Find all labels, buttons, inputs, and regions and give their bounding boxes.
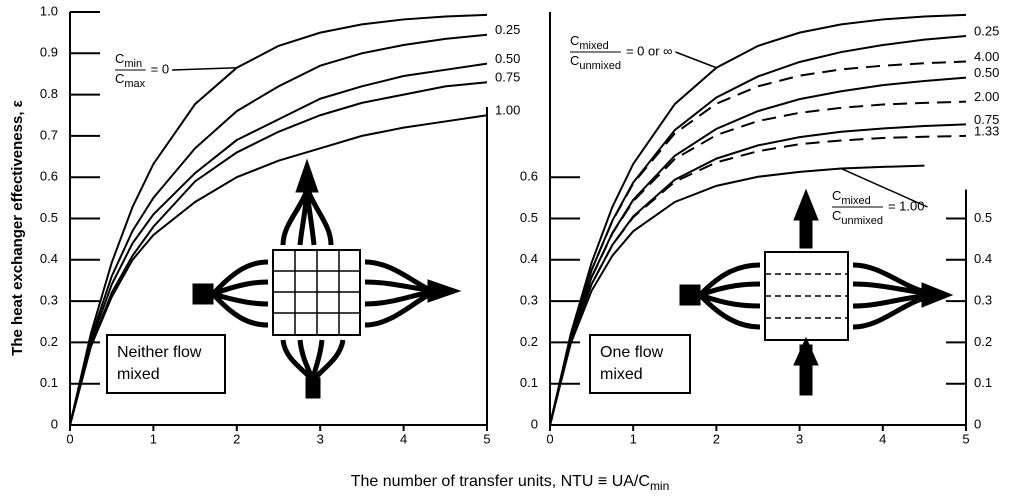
x-tick-label: 1 <box>150 431 157 446</box>
caption-box <box>589 334 691 394</box>
curve <box>549 134 967 426</box>
y-tick-label: 0.3 <box>40 293 58 308</box>
annotation-pointer <box>840 167 928 208</box>
series-label: = 0 <box>151 61 169 76</box>
y-tick-label: 0.6 <box>40 169 58 184</box>
y2-tick-label: 0 <box>974 416 981 431</box>
x-tick-label: 5 <box>483 431 490 446</box>
y-axis-label: The heat exchanger effectiveness, ε <box>9 100 26 356</box>
y2-tick-label: 0.3 <box>974 293 992 308</box>
curve <box>549 164 925 426</box>
ratio-numerator: Cmixed <box>570 33 609 51</box>
ratio-num-sub: min <box>124 58 142 70</box>
ratio-num-sub: mixed <box>579 40 608 52</box>
series-label: 0.50 <box>974 65 999 80</box>
y2-tick-label: 0.4 <box>974 251 992 266</box>
ratio-denominator: Cmax <box>115 71 146 89</box>
y-tick-label: 0.7 <box>40 127 58 142</box>
ratio-denominator: Cunmixed <box>570 53 621 71</box>
curve <box>69 62 488 426</box>
series-label: 0.75 <box>974 112 999 127</box>
y2-tick-label: 0.5 <box>974 210 992 225</box>
ratio-num-text: C <box>115 51 124 66</box>
curve <box>69 81 488 426</box>
ratio-den-text: C <box>832 208 841 223</box>
y-tick-label: 0.5 <box>40 210 58 225</box>
ratio-den-sub: unmixed <box>579 60 621 72</box>
ratio-den-sub: max <box>124 78 145 90</box>
x-tick-label: 2 <box>233 431 240 446</box>
caption-text: mixed <box>600 366 643 383</box>
ratio-numerator: Cmin <box>115 51 142 69</box>
ratio-num-text: C <box>832 188 841 203</box>
curve <box>549 100 967 426</box>
y-tick-label: 0.3 <box>520 293 538 308</box>
x-tick-label: 1 <box>630 431 637 446</box>
y-tick-label: 0.2 <box>40 334 58 349</box>
ratio-num-sub: mixed <box>841 195 870 207</box>
y-tick-label: 0.1 <box>40 375 58 390</box>
curve <box>549 60 967 426</box>
y-tick-label: 0.6 <box>520 169 538 184</box>
ratio-den-text: C <box>570 53 579 68</box>
ratio-den-sub: unmixed <box>841 215 883 227</box>
y2-tick-label: 0.1 <box>974 375 992 390</box>
y-tick-label: 0.4 <box>520 251 538 266</box>
y-tick-label: 1.0 <box>40 3 58 18</box>
ratio-numerator: Cmixed <box>832 188 871 206</box>
ratio-den-text: C <box>115 71 124 86</box>
schematic-one-mixed <box>679 188 954 396</box>
schematic-neither-mixed <box>192 158 462 399</box>
y-tick-label: 0.5 <box>520 210 538 225</box>
caption-text: Neither flow <box>117 344 202 361</box>
x-axis-label: The number of transfer units, NTU ≡ UA/C… <box>351 473 670 493</box>
series-label: 4.00 <box>974 49 999 64</box>
series-label: = 1.00 <box>888 198 925 213</box>
series-label: 0.25 <box>495 22 520 37</box>
y-tick-label: 0.9 <box>40 45 58 60</box>
curve <box>69 33 488 426</box>
y-tick-label: 0.2 <box>520 334 538 349</box>
series-label: 2.00 <box>974 89 999 104</box>
y-tick-label: 0 <box>51 416 58 431</box>
series-label: 1.33 <box>974 123 999 138</box>
x-label-sub: min <box>650 479 669 493</box>
x-tick-label: 4 <box>879 431 886 446</box>
curve <box>549 123 967 426</box>
y2-tick-label: 0.2 <box>974 334 992 349</box>
caption-box <box>106 334 226 394</box>
series-label: 1.00 <box>495 103 520 118</box>
x-tick-label: 0 <box>66 431 73 446</box>
caption-text: One flow <box>600 344 664 361</box>
x-label-text: The number of transfer units, NTU ≡ UA/C <box>351 473 650 490</box>
x-tick-label: 5 <box>962 431 969 446</box>
curve <box>69 114 488 426</box>
y-tick-label: 0 <box>531 416 538 431</box>
annotation-pointer <box>172 67 237 71</box>
y-tick-label: 0.1 <box>520 375 538 390</box>
ratio-num-text: C <box>570 33 579 48</box>
y-tick-label: 0.4 <box>40 251 58 266</box>
series-label: 0.75 <box>495 70 520 85</box>
x-tick-label: 0 <box>546 431 553 446</box>
series-label: 0.50 <box>495 51 520 66</box>
x-tick-label: 3 <box>796 431 803 446</box>
series-label: 0.25 <box>974 23 999 38</box>
x-tick-label: 2 <box>713 431 720 446</box>
x-tick-label: 3 <box>317 431 324 446</box>
ratio-denominator: Cunmixed <box>832 208 883 226</box>
curve <box>549 76 967 426</box>
y-tick-label: 0.8 <box>40 86 58 101</box>
caption-text: mixed <box>117 366 160 383</box>
annotation-pointer <box>675 51 717 69</box>
series-label: = 0 or ∞ <box>626 43 672 58</box>
x-tick-label: 4 <box>400 431 407 446</box>
